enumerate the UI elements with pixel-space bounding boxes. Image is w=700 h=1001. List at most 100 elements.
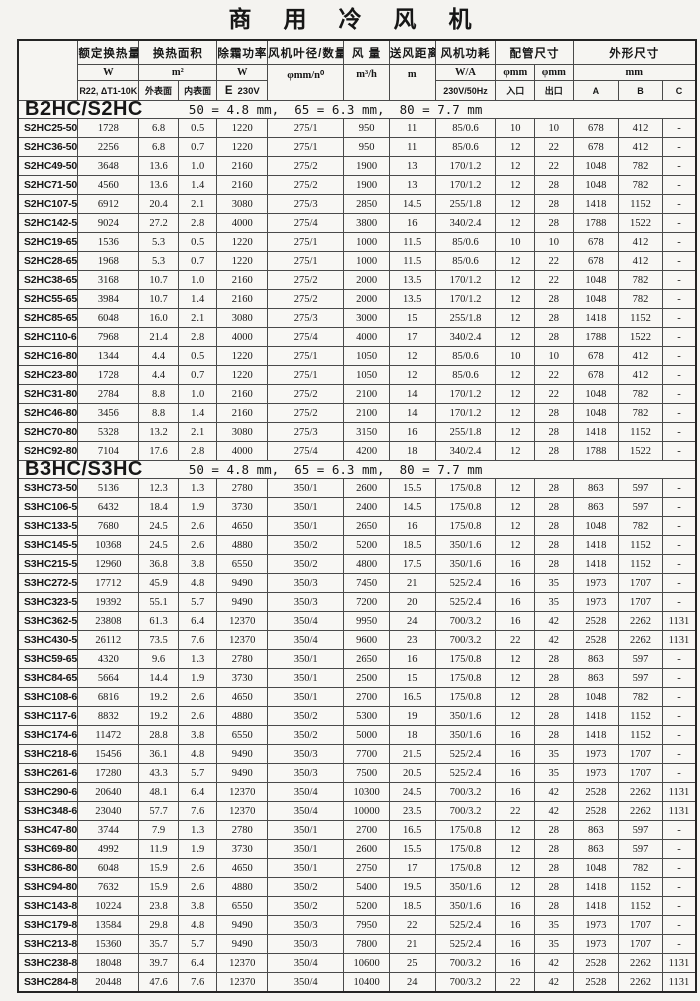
value-cell: 1418 bbox=[572, 554, 620, 575]
value-cell: 6432 bbox=[77, 497, 140, 518]
value-cell: 5328 bbox=[77, 422, 140, 443]
value-cell: - bbox=[661, 497, 697, 518]
value-cell: 350/1.6 bbox=[434, 896, 497, 917]
value-cell: 4000 bbox=[216, 327, 269, 348]
value-cell: 1131 bbox=[661, 953, 697, 974]
value-cell: 275/2 bbox=[267, 384, 345, 405]
value-cell: 12 bbox=[495, 270, 536, 291]
value-cell: 42 bbox=[534, 801, 574, 822]
table-row: S3HC179-80 13584 29.8 4.8 9490 350/3 7950 22 525… bbox=[17, 915, 697, 936]
value-cell: 412 bbox=[618, 346, 663, 367]
value-cell: 73.5 bbox=[138, 630, 179, 651]
model-cell: S2HC107-50 bbox=[17, 194, 79, 215]
col-group-rated: 额定换热量 bbox=[77, 39, 140, 65]
value-cell: 412 bbox=[618, 137, 663, 158]
value-cell: 597 bbox=[618, 820, 663, 841]
model-cell: S2HC55-65 bbox=[17, 289, 79, 310]
value-cell: 21.4 bbox=[138, 327, 179, 348]
value-cell: 8832 bbox=[77, 706, 140, 727]
value-cell: - bbox=[661, 592, 697, 613]
value-cell: 12 bbox=[495, 687, 536, 708]
value-cell: 9490 bbox=[216, 915, 269, 936]
table-row: S2HC70-80 5328 13.2 2.1 3080 275/3 3150 16 255/1… bbox=[17, 422, 697, 443]
section-tube-spec: 50 = 4.8 mm, 65 = 6.3 mm, 80 = 7.7 mm bbox=[188, 462, 483, 478]
value-cell: 2000 bbox=[343, 289, 390, 310]
value-cell: 2528 bbox=[572, 972, 620, 993]
value-cell: 16 bbox=[388, 422, 436, 443]
table-row: S2HC36-50 2256 6.8 0.7 1220 275/1 950 11 85/0.6 1… bbox=[17, 137, 697, 158]
value-cell: 1152 bbox=[618, 422, 663, 443]
value-cell: 5.7 bbox=[177, 934, 218, 955]
value-cell: 1707 bbox=[618, 915, 663, 936]
value-cell: 863 bbox=[572, 668, 620, 689]
value-cell: 11.9 bbox=[138, 839, 179, 860]
value-cell: 12 bbox=[495, 858, 536, 879]
value-cell: 175/0.8 bbox=[434, 858, 497, 879]
value-cell: 15456 bbox=[77, 744, 140, 765]
value-cell: 12 bbox=[495, 877, 536, 898]
value-cell: 19.2 bbox=[138, 706, 179, 727]
value-cell: 700/3.2 bbox=[434, 611, 497, 632]
value-cell: 275/2 bbox=[267, 403, 345, 424]
value-cell: - bbox=[661, 877, 697, 898]
table-row: S2HC110-65 7968 21.4 2.8 4000 275/4 4000 17 340/… bbox=[17, 327, 697, 348]
value-cell: 11472 bbox=[77, 725, 140, 746]
value-cell: 13.6 bbox=[138, 156, 179, 177]
col-group-airflow: 风 量 bbox=[343, 39, 390, 65]
value-cell: 1344 bbox=[77, 346, 140, 367]
value-cell: 57.7 bbox=[138, 801, 179, 822]
value-cell: - bbox=[661, 554, 697, 575]
table-row: S3HC73-50 5136 12.3 1.3 2780 350/1 2600 15.5 175… bbox=[17, 478, 697, 499]
value-cell: 175/0.8 bbox=[434, 668, 497, 689]
value-cell: 1.9 bbox=[177, 668, 218, 689]
table-row: S3HC284-80 20448 47.6 7.6 12370 350/4 10400 24 7… bbox=[17, 972, 697, 993]
value-cell: - bbox=[661, 535, 697, 556]
value-cell: 35 bbox=[534, 744, 574, 765]
value-cell: 3744 bbox=[77, 820, 140, 841]
value-cell: 1220 bbox=[216, 346, 269, 367]
value-cell: - bbox=[661, 687, 697, 708]
value-cell: 678 bbox=[572, 232, 620, 253]
value-cell: 700/3.2 bbox=[434, 972, 497, 993]
value-cell: 15 bbox=[388, 668, 436, 689]
value-cell: 170/1.2 bbox=[434, 289, 497, 310]
value-cell: 42 bbox=[534, 630, 574, 651]
value-cell: 275/1 bbox=[267, 137, 345, 158]
value-cell: 23808 bbox=[77, 611, 140, 632]
value-cell: 275/1 bbox=[267, 118, 345, 139]
model-cell: S3HC179-80 bbox=[17, 915, 79, 936]
value-cell: 16 bbox=[388, 516, 436, 537]
value-cell: 2000 bbox=[343, 270, 390, 291]
value-cell: 11.5 bbox=[388, 232, 436, 253]
value-cell: 350/1 bbox=[267, 839, 345, 860]
value-cell: 28 bbox=[534, 649, 574, 670]
value-cell: 350/1 bbox=[267, 497, 345, 518]
value-cell: 16 bbox=[495, 763, 536, 784]
value-cell: 1788 bbox=[572, 441, 620, 462]
value-cell: 1.0 bbox=[177, 384, 218, 405]
value-cell: 7.6 bbox=[177, 801, 218, 822]
value-cell: 85/0.6 bbox=[434, 118, 497, 139]
value-cell: 350/1.6 bbox=[434, 706, 497, 727]
value-cell: 350/4 bbox=[267, 611, 345, 632]
value-cell: 2650 bbox=[343, 649, 390, 670]
value-cell: 1152 bbox=[618, 535, 663, 556]
value-cell: 350/2 bbox=[267, 535, 345, 556]
value-cell: 6048 bbox=[77, 858, 140, 879]
value-cell: 1.3 bbox=[177, 820, 218, 841]
value-cell: 1152 bbox=[618, 725, 663, 746]
value-cell: 2784 bbox=[77, 384, 140, 405]
value-cell: 275/4 bbox=[267, 327, 345, 348]
value-cell: 6550 bbox=[216, 896, 269, 917]
value-cell: 1.4 bbox=[177, 289, 218, 310]
unit-fan: φmm/n⁰ bbox=[267, 64, 345, 101]
value-cell: 20448 bbox=[77, 972, 140, 993]
value-cell: 28 bbox=[534, 308, 574, 329]
value-cell: 1522 bbox=[618, 327, 663, 348]
value-cell: - bbox=[661, 858, 697, 879]
value-cell: 2262 bbox=[618, 630, 663, 651]
value-cell: 16 bbox=[495, 554, 536, 575]
value-cell: 1973 bbox=[572, 592, 620, 613]
value-cell: 21.5 bbox=[388, 744, 436, 765]
model-cell: S2HC16-80 bbox=[17, 346, 79, 367]
